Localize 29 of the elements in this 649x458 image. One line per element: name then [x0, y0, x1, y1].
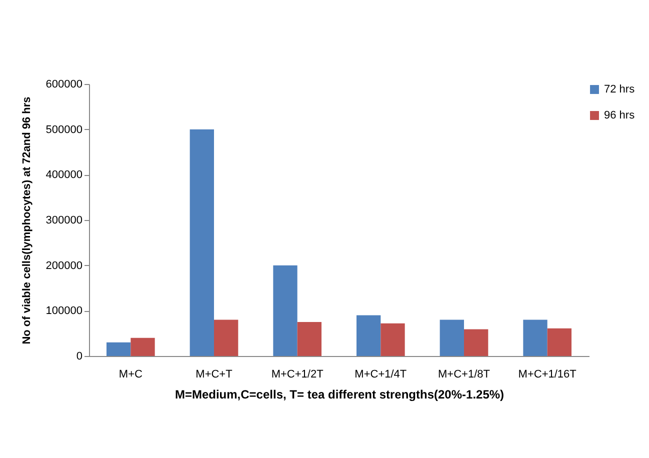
legend-label: 72 hrs	[604, 84, 636, 96]
y-tick-label: 100000	[46, 305, 82, 318]
bar	[523, 320, 548, 356]
x-tick-label: M+C+T	[196, 368, 233, 380]
bar	[214, 320, 238, 356]
legend-label: 96 hrs	[604, 110, 636, 122]
bar	[380, 323, 405, 356]
bar	[130, 338, 155, 356]
y-tick-label: 300000	[46, 214, 82, 226]
bar	[464, 329, 488, 356]
x-tick-label: M+C+1/4T	[354, 368, 407, 380]
y-tick-label: 600000	[46, 78, 82, 90]
x-tick-label: M+C+1/16T	[518, 368, 577, 380]
bar	[190, 129, 214, 356]
bar	[547, 328, 572, 356]
y-axis-title: No of viable cells(lymphocytes) at 72and 96 hrs	[20, 96, 33, 344]
x-axis-title: M=Medium,C=cells, T= tea different strengths(20%-1.25%)	[174, 388, 504, 402]
y-tick-label: 0	[76, 350, 82, 362]
y-tick-label: 500000	[46, 124, 82, 136]
y-tick-label: 400000	[46, 169, 82, 182]
bar	[297, 322, 322, 356]
y-tick-label: 200000	[46, 260, 82, 272]
bar	[273, 265, 298, 356]
x-tick-label: M+C	[118, 368, 142, 380]
bar	[440, 320, 464, 356]
x-tick-label: M+C+1/2T	[271, 368, 324, 380]
bar	[106, 342, 131, 356]
x-tick-label: M+C+1/8T	[438, 368, 490, 380]
bar	[356, 315, 381, 356]
